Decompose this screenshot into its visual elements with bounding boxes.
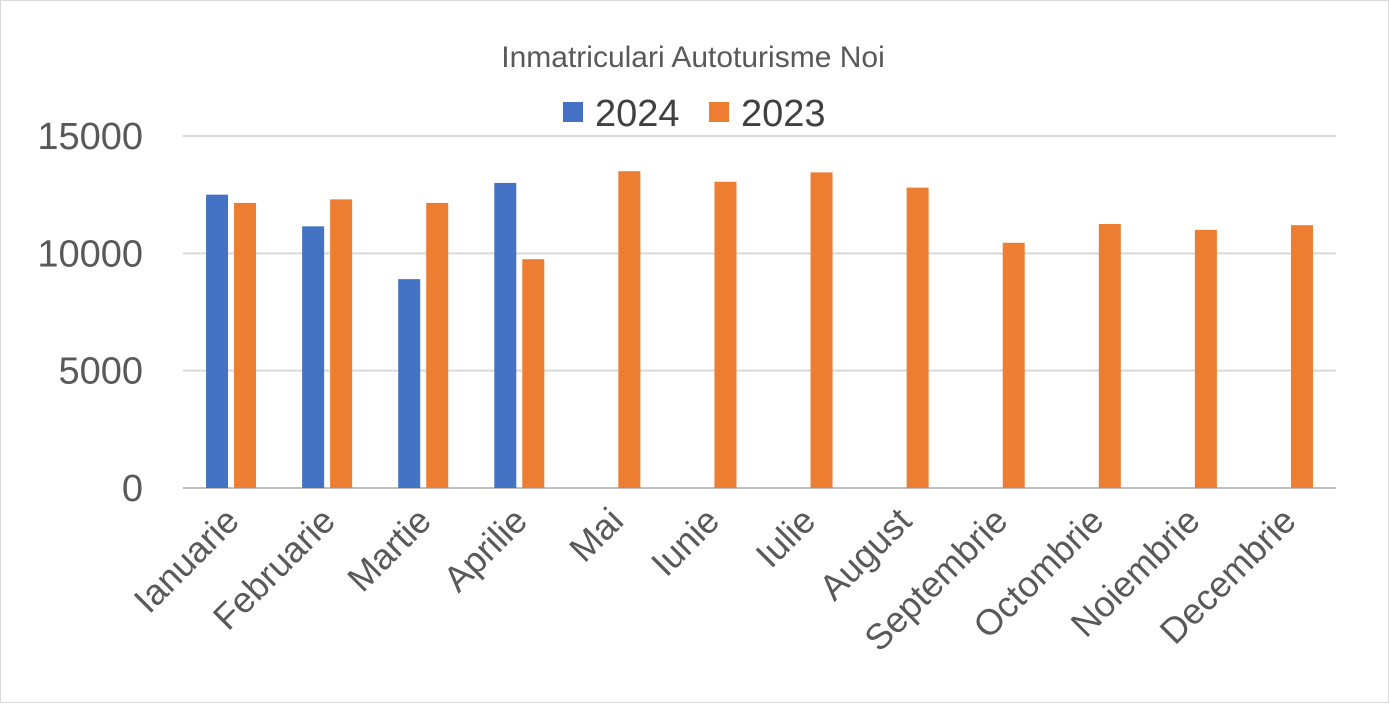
bar-2024-martie: [398, 279, 421, 488]
bar-2023-ianuarie: [234, 202, 257, 488]
bar-2023-august: [906, 187, 929, 489]
bar-2023-martie: [426, 202, 449, 488]
bar-2023-februarie: [330, 199, 353, 489]
bar-2023-iulie: [810, 172, 833, 488]
y-tick-label: 5000: [58, 351, 143, 393]
gridlines: [183, 135, 1336, 489]
bar-2024-aprilie: [494, 182, 517, 488]
x-tick-label: Mai: [561, 500, 631, 570]
x-tick-label: Iunie: [643, 500, 727, 584]
legend-swatch-2024: [563, 102, 583, 122]
legend: 2024 2023: [563, 93, 826, 135]
chart-title: Inmatriculari Autoturisme Noi: [501, 41, 884, 74]
bar-2023-iunie: [714, 181, 737, 488]
y-tick-label: 10000: [37, 233, 143, 275]
y-tick-label: 15000: [37, 116, 143, 158]
bar-2024-ianuarie: [206, 194, 229, 488]
bars: [206, 171, 1313, 489]
x-tick-label: Martie: [339, 500, 439, 600]
bar-2023-aprilie: [522, 259, 545, 488]
legend-label: 2024: [595, 93, 680, 135]
bar-2024-februarie: [302, 226, 325, 488]
bar-2023-decembrie: [1290, 225, 1313, 488]
x-tick-label: Iulie: [748, 500, 824, 576]
x-tick-label: Aprilie: [435, 500, 535, 600]
bar-2023-mai: [618, 171, 641, 488]
bar-2023-noiembrie: [1194, 229, 1217, 488]
legend-swatch-2023: [709, 102, 729, 122]
bar-2023-octombrie: [1098, 224, 1121, 488]
legend-label: 2023: [741, 93, 826, 135]
y-axis: 0 5000 10000 15000: [37, 116, 143, 510]
bar-2023-septembrie: [1002, 242, 1025, 488]
y-tick-label: 0: [122, 468, 143, 510]
